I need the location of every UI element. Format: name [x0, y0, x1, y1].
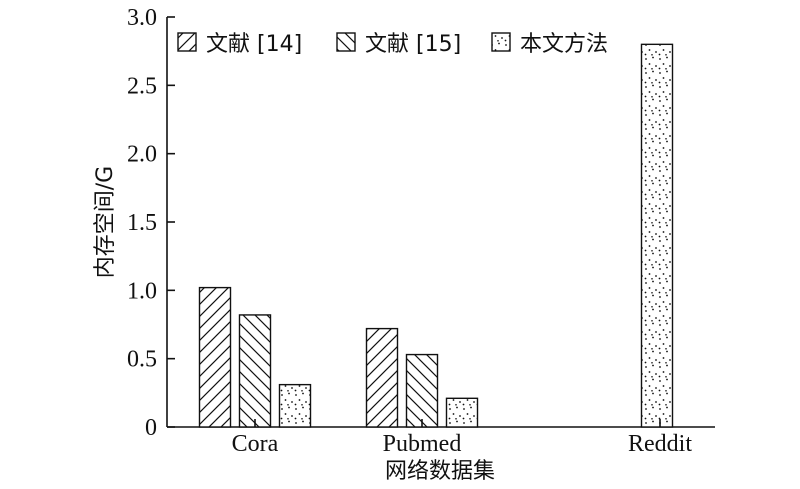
- bar-cora-series-2: [238, 314, 272, 428]
- bar-pubmed-series-2: [405, 353, 439, 428]
- x-tick-label: Reddit: [628, 431, 692, 457]
- legend-swatch-series-3: [491, 32, 511, 52]
- bar-cora-series-1: [198, 286, 232, 428]
- y-tick-label: 0: [145, 415, 157, 441]
- x-tick-label: Pubmed: [383, 431, 462, 457]
- legend-label-series-3: 本文方法: [520, 32, 608, 57]
- legend-label-series-1: 文献 [14]: [206, 32, 302, 57]
- legend-label-series-2: 文献 [15]: [365, 32, 461, 57]
- bars: [198, 43, 674, 428]
- y-tick-label: 1.5: [127, 210, 157, 236]
- y-axis-title: 内存空间/G: [93, 166, 118, 278]
- y-tick-label: 0.5: [127, 347, 157, 373]
- x-axis-title: 网络数据集: [385, 459, 495, 484]
- bar-pubmed-series-3: [445, 397, 479, 428]
- y-tick-label: 2.5: [127, 73, 157, 99]
- bar-reddit-series-3: [640, 43, 674, 428]
- x-axis-ticks: Cora Pubmed Reddit: [232, 419, 692, 457]
- legend-swatch-series-1: [177, 32, 197, 52]
- y-tick-label: 2.0: [127, 142, 157, 168]
- bar-pubmed-series-1: [365, 327, 399, 428]
- x-tick-label: Cora: [232, 431, 279, 457]
- y-axis-ticks: 0 0.5 1.0 1.5 2.0 2.5 3.0: [127, 5, 175, 441]
- legend-swatch-series-2: [336, 32, 356, 52]
- bar-cora-series-3: [278, 383, 312, 428]
- y-tick-label: 1.0: [127, 278, 157, 304]
- legend: 文献 [14] 文献 [15] 本文方法: [177, 32, 608, 57]
- y-tick-label: 3.0: [127, 5, 157, 31]
